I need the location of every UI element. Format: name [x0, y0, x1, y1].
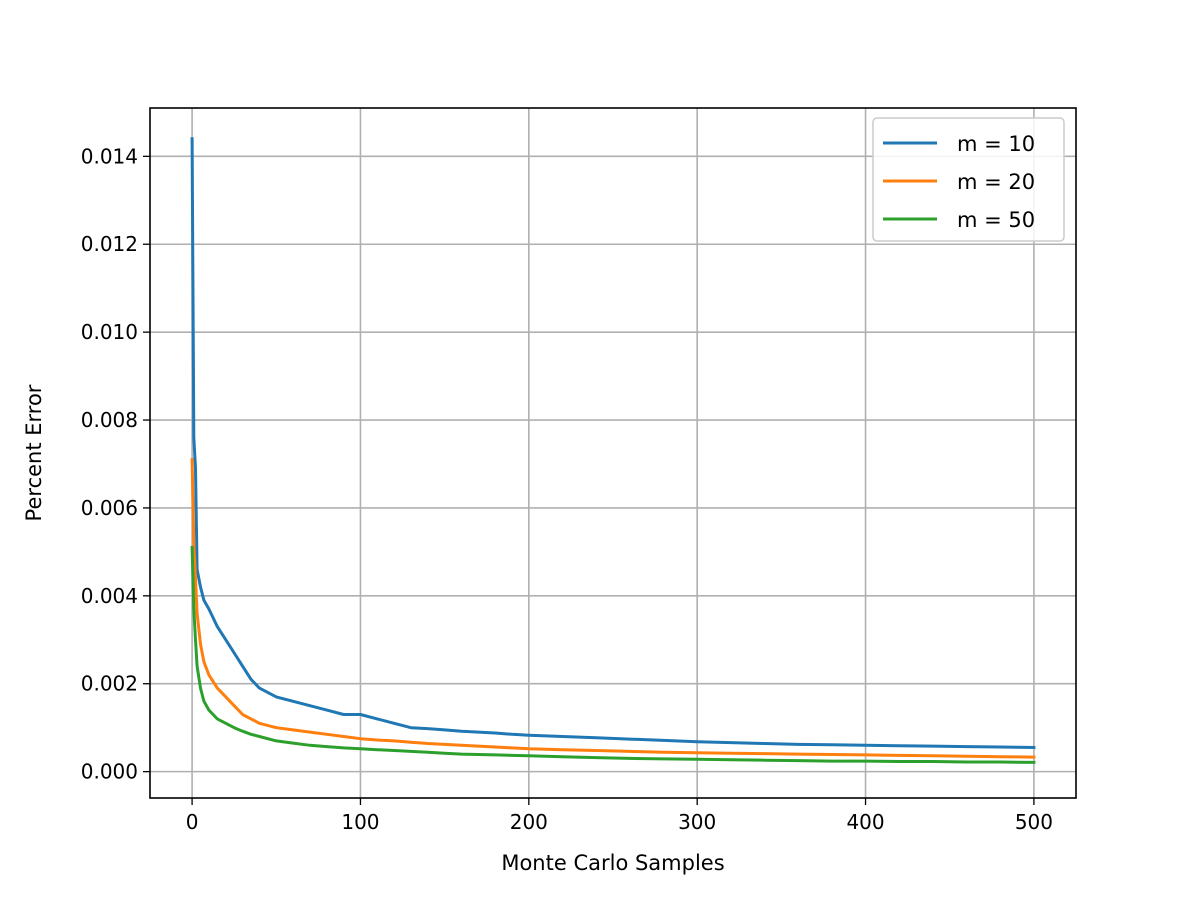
x-tick-label: 500 [1015, 810, 1053, 834]
series-line-1 [190, 137, 1036, 750]
legend-frame [872, 117, 1065, 242]
y-tick-label: 0.012 [81, 232, 138, 256]
y-tick-label: 0.008 [81, 408, 138, 432]
y-tick-label: 0.010 [81, 320, 138, 344]
y-tick-label: 0.002 [81, 672, 138, 696]
x-tick-label: 400 [846, 810, 884, 834]
legend: m = 10 m = 20 m = 50 [872, 117, 1065, 242]
y-axis-label: Percent Error [22, 384, 46, 521]
legend-label: m = 20 [957, 170, 1035, 194]
series-line-2 [190, 458, 1036, 759]
series-line-3 [190, 545, 1036, 764]
x-tick-label: 200 [510, 810, 548, 834]
y-tick-label: 0.014 [81, 144, 138, 168]
legend-label: m = 10 [957, 132, 1035, 156]
legend-label: m = 50 [957, 208, 1035, 232]
y-tick-label: 0.006 [81, 496, 138, 520]
y-tick-label: 0.000 [81, 760, 138, 784]
y-tick-label: 0.004 [81, 584, 138, 608]
x-tick-label: 300 [678, 810, 716, 834]
x-tick-label: 100 [341, 810, 379, 834]
plot-area-frame [149, 107, 1077, 799]
axis-ticks: 0 100 200 300 400 500 0.000 0.002 0.004 0.006 0.00… [81, 144, 1053, 834]
x-axis-label: Monte Carlo Samples [501, 851, 724, 875]
x-tick-label: 0 [186, 810, 199, 834]
series-group [190, 137, 1036, 764]
